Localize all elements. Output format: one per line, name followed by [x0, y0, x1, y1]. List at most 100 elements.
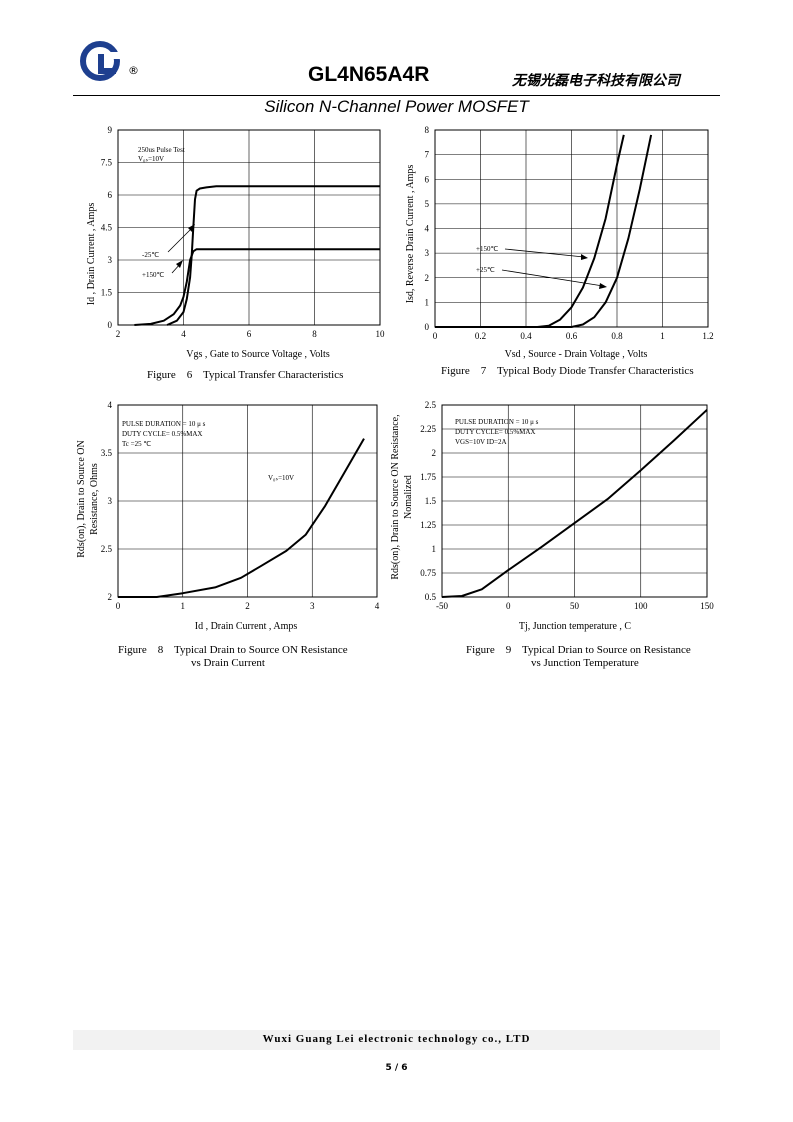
y-tick-label: 7: [425, 150, 430, 160]
x-tick-label: 2: [245, 601, 250, 611]
fig8-xlabel: Id , Drain Current , Amps: [195, 621, 298, 632]
fig9-note2: DUTY CYCLE= 0.5%MAX: [455, 428, 536, 436]
fig7-ylabel: Isd, Reverse Drain Current , Amps: [405, 165, 416, 304]
fig6-label-25: -25℃: [142, 251, 159, 259]
y-tick-label: 0.5: [425, 592, 437, 602]
y-tick-label: 2: [425, 273, 430, 283]
y-tick-label: 1: [425, 297, 430, 307]
x-tick-label: 0: [116, 601, 121, 611]
x-tick-label: 3: [310, 601, 315, 611]
fig9-ylabel-2: Nomalized: [403, 475, 414, 519]
fig8-note2: DUTY CYCLE= 0.5%MAX: [122, 430, 203, 438]
figure-8-caption-line2: vs Drain Current: [191, 657, 265, 669]
x-tick-label: 1: [181, 601, 186, 611]
fig9-xlabel: Tj, Junction temperature , C: [519, 621, 632, 632]
x-tick-label: 0: [433, 331, 438, 341]
x-tick-label: 50: [570, 601, 580, 611]
y-tick-label: 8: [425, 125, 430, 135]
x-tick-label: -50: [436, 601, 448, 611]
fig9-note1: PULSE DURATION = 10 μ s: [455, 418, 539, 426]
fig7-xlabel: Vsd , Source - Drain Voltage , Volts: [505, 349, 648, 360]
series-line: [435, 134, 653, 328]
footer-band: [73, 1030, 720, 1050]
fig7-label-25: +25℃: [476, 266, 495, 274]
gl-logo-icon: [80, 41, 124, 81]
fig7-label-150: +150℃: [476, 245, 498, 253]
y-tick-label: 2.5: [425, 400, 437, 410]
figure-7-chart: 0 0.2 0.4 0.6 0.8 1 1.2 0 1 2 3 4 5 6 7 8 Isd, Reverse …: [405, 125, 714, 360]
y-tick-label: 0: [108, 320, 113, 330]
y-tick-label: 4: [108, 400, 113, 410]
fig6-arrow-25: [167, 225, 195, 253]
fig9-note3: VGS=10V ID=2A: [455, 438, 507, 446]
series-line: [435, 134, 625, 328]
y-tick-label: 9: [108, 125, 113, 135]
figure-9-caption-line2: vs Junction Temperature: [531, 657, 639, 669]
x-tick-label: 0.2: [475, 331, 486, 341]
y-tick-label: 4: [425, 224, 430, 234]
series-line: [441, 409, 708, 598]
x-tick-label: 0.4: [520, 331, 532, 341]
y-tick-label: 1.25: [420, 520, 436, 530]
fig6-xlabel: Vgs , Gate to Source Voltage , Volts: [186, 349, 330, 360]
x-tick-label: 0.6: [566, 331, 578, 341]
figure-9-chart: -50 0 50 100 1500.50.7511.251.51.7522.252.5 …: [390, 400, 714, 632]
x-tick-label: 4: [181, 329, 186, 339]
figure-8-chart: 0 1 2 3 4 2 2.5 3 3.5 4 Rds(on), Drain to Source …: [76, 400, 380, 632]
y-tick-label: 2: [108, 592, 113, 602]
y-tick-label: 0: [425, 322, 430, 332]
fig8-note3: Tc =25 ℃: [122, 440, 151, 448]
x-tick-label: 0.8: [611, 331, 623, 341]
fig6-ylabel: Id , Drain Current , Amps: [86, 203, 97, 306]
y-tick-label: 1.5: [101, 288, 113, 298]
y-tick-label: 1: [432, 544, 437, 554]
y-tick-label: 1.75: [420, 472, 436, 482]
x-tick-label: 150: [700, 601, 714, 611]
y-tick-label: 3: [108, 255, 113, 265]
page-number: 5 / 6: [385, 1063, 408, 1073]
x-tick-label: 10: [376, 329, 386, 339]
y-tick-label: 0.75: [420, 568, 436, 578]
x-tick-label: 6: [247, 329, 252, 339]
y-tick-label: 3.5: [101, 448, 113, 458]
fig6-note2: V₀ₛ=10V: [138, 155, 164, 163]
header-divider: [73, 95, 720, 96]
footer-company: Wuxi Guang Lei electronic technology co.…: [262, 1033, 531, 1045]
series-line: [134, 248, 380, 326]
registered-mark: ®: [128, 64, 139, 77]
fig7-arrow-150: [504, 248, 585, 258]
x-tick-label: 1: [660, 331, 665, 341]
fig6-arrowhead-150: [176, 260, 183, 268]
y-tick-label: 4.5: [101, 223, 113, 233]
x-tick-label: 0: [506, 601, 511, 611]
x-tick-label: 100: [634, 601, 648, 611]
fig7-arrowhead-150: [581, 254, 588, 260]
fig8-ylabel-2: Resistance, Ohms: [89, 463, 100, 535]
figure-6-caption: Figure 6 Typical Transfer Characteristic…: [147, 369, 344, 381]
y-tick-label: 5: [425, 199, 430, 209]
y-tick-label: 2.5: [101, 544, 113, 554]
company-name-cn: 无锡光磊电子科技有限公司: [512, 73, 680, 89]
part-number: GL4N65A4R: [308, 63, 430, 86]
x-tick-label: 2: [116, 329, 121, 339]
x-tick-label: 1.2: [702, 331, 713, 341]
fig7-arrowhead-25: [599, 283, 607, 289]
figure-6-chart: 2 4 6 8 10 0 1.5 3 4.5 6 7.5 9 Id , Drain Current ,…: [86, 125, 386, 360]
series-line: [166, 185, 380, 326]
y-tick-label: 6: [425, 174, 430, 184]
page-subtitle: Silicon N-Channel Power MOSFET: [264, 97, 529, 116]
fig7-arrow-25: [501, 269, 604, 287]
figure-8-caption-line1: Figure 8 Typical Drain to Source ON Resi…: [118, 644, 348, 656]
y-tick-label: 2: [432, 448, 437, 458]
y-tick-label: 7.5: [101, 158, 113, 168]
x-tick-label: 4: [375, 601, 380, 611]
y-tick-label: 2.25: [420, 424, 436, 434]
fig6-arrowhead-25: [188, 224, 195, 232]
series-line: [118, 438, 365, 598]
x-tick-label: 8: [312, 329, 317, 339]
fig6-label-150: +150℃: [142, 271, 164, 279]
fig8-label-vgs: V₀ₛ=10V: [268, 474, 294, 482]
y-tick-label: 3: [425, 248, 430, 258]
figure-9-caption-line1: Figure 9 Typical Drian to Source on Resi…: [466, 644, 691, 656]
fig9-ylabel-1: Rds(on), Drain to Source ON Resistance,: [390, 414, 401, 579]
